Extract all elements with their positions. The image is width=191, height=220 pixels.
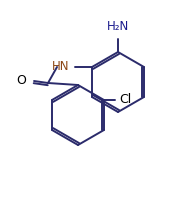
- Text: H₂N: H₂N: [107, 20, 129, 33]
- Text: HN: HN: [52, 59, 69, 73]
- Text: O: O: [16, 74, 26, 87]
- Text: Cl: Cl: [119, 93, 131, 106]
